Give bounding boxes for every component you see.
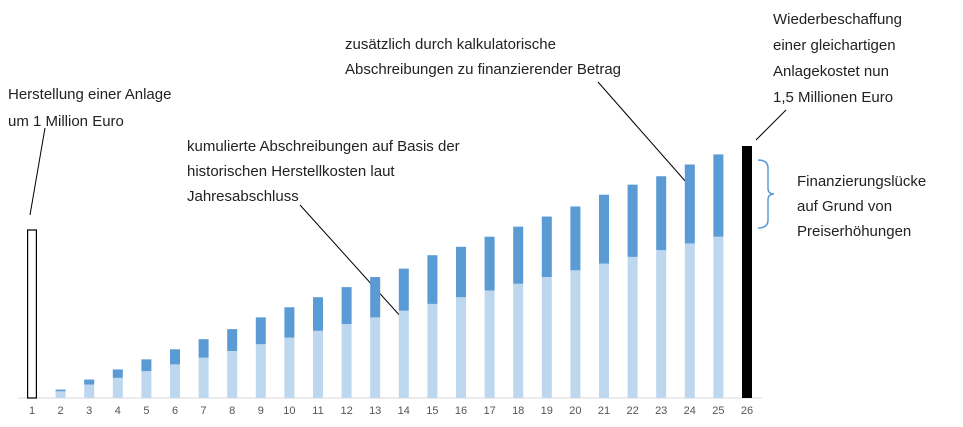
x-tick-label: 3 xyxy=(86,405,92,417)
x-tick-label: 14 xyxy=(398,405,410,417)
x-tick-label: 15 xyxy=(426,405,438,417)
leader-line xyxy=(29,127,46,216)
x-tick-label: 2 xyxy=(58,405,64,417)
bar-segment xyxy=(427,255,438,304)
bar-segment xyxy=(513,283,524,398)
x-tick-label: 5 xyxy=(143,405,149,417)
bar-segment xyxy=(456,297,466,398)
x-tick-label: 17 xyxy=(483,405,495,417)
annotation: kumulierte Abschreibungen auf Basis der xyxy=(187,138,460,155)
bar-segment xyxy=(112,377,123,398)
bar-segment xyxy=(55,389,66,392)
bar-segment xyxy=(656,250,667,398)
bar-segment xyxy=(370,317,381,398)
bar-segment xyxy=(627,184,638,257)
x-tick-label: 1 xyxy=(29,405,35,417)
x-tick-label: 23 xyxy=(655,405,667,417)
brace xyxy=(757,159,775,229)
bar-segment xyxy=(541,277,552,398)
x-tick-label: 10 xyxy=(283,405,295,417)
bar-segment xyxy=(313,330,323,398)
x-tick-label: 4 xyxy=(115,405,121,417)
bar-segment xyxy=(713,154,724,237)
annotation: auf Grund von xyxy=(797,198,892,215)
bar-segment xyxy=(599,263,609,398)
annotation: historischen Herstellkosten laut xyxy=(187,163,395,180)
bar-segment xyxy=(227,329,238,351)
bar-segment xyxy=(398,268,409,311)
leader-line xyxy=(755,109,787,141)
bar-segment xyxy=(255,317,266,345)
bar-segment xyxy=(684,164,695,244)
bar-segment xyxy=(27,229,38,399)
annotation: Wiederbeschaffung xyxy=(773,11,902,28)
annotation: zusätzlich durch kalkulatorische xyxy=(345,36,556,53)
bar-segment xyxy=(370,277,381,318)
x-tick-label: 7 xyxy=(201,405,207,417)
annotation: Finanzierungslücke xyxy=(797,173,926,190)
bar-segment xyxy=(570,206,581,271)
x-tick-label: 18 xyxy=(512,405,524,417)
bar-segment xyxy=(484,236,495,291)
annotation: Preiserhöhungen xyxy=(797,223,911,240)
x-tick-label: 24 xyxy=(684,405,696,417)
bar-segment xyxy=(170,349,180,365)
bar-segment xyxy=(656,176,667,251)
bar-segment xyxy=(55,391,66,398)
bar-segment xyxy=(112,369,123,378)
bar-segment xyxy=(484,290,495,398)
x-tick-label: 11 xyxy=(312,405,323,417)
annotation: Jahresabschluss xyxy=(187,188,299,205)
x-tick-label: 6 xyxy=(172,405,178,417)
bar-segment xyxy=(456,246,466,298)
bar-segment xyxy=(599,194,609,264)
bar-segment xyxy=(284,337,295,398)
annotation: Abschreibungen zu finanzierender Betrag xyxy=(345,61,621,78)
bar-segment xyxy=(84,384,95,398)
bar-segment xyxy=(255,344,266,398)
x-tick-label: 25 xyxy=(712,405,724,417)
leader-line xyxy=(299,204,403,319)
bar-segment xyxy=(141,359,152,372)
x-tick-label: 22 xyxy=(626,405,638,417)
x-tick-label: 12 xyxy=(340,405,352,417)
bar-segment xyxy=(427,303,438,398)
x-tick-label: 26 xyxy=(741,405,753,417)
bar-segment xyxy=(198,339,209,358)
x-tick-label: 21 xyxy=(598,405,610,417)
x-tick-label: 8 xyxy=(229,405,235,417)
bar-segment xyxy=(313,297,323,331)
bar-segment xyxy=(627,256,638,398)
bar-segment xyxy=(198,357,209,398)
bar-segment xyxy=(284,307,295,338)
bar-segment xyxy=(742,146,752,398)
x-tick-label: 20 xyxy=(569,405,581,417)
bar-segment xyxy=(513,226,524,284)
x-tick-label: 16 xyxy=(455,405,467,417)
bar-segment xyxy=(84,379,95,385)
x-tick-label: 19 xyxy=(541,405,553,417)
bar-segment xyxy=(713,236,724,398)
bar-segment xyxy=(170,364,180,398)
bar-segment xyxy=(541,216,552,278)
annotation: 1,5 Millionen Euro xyxy=(773,89,893,106)
leader-line xyxy=(597,81,687,183)
x-tick-label: 13 xyxy=(369,405,381,417)
annotation: Herstellung einer Anlage xyxy=(8,86,171,103)
x-tick-label: 9 xyxy=(258,405,264,417)
bar-segment xyxy=(684,243,695,398)
bar-segment xyxy=(341,287,352,325)
annotation: um 1 Million Euro xyxy=(8,113,124,130)
annotation: einer gleichartigen xyxy=(773,37,896,54)
bar-segment xyxy=(398,310,409,398)
bar-segment xyxy=(570,270,581,398)
bar-segment xyxy=(141,371,152,398)
bar-segment xyxy=(227,350,238,398)
annotation: Anlagekostet nun xyxy=(773,63,889,80)
bar-segment xyxy=(341,324,352,398)
